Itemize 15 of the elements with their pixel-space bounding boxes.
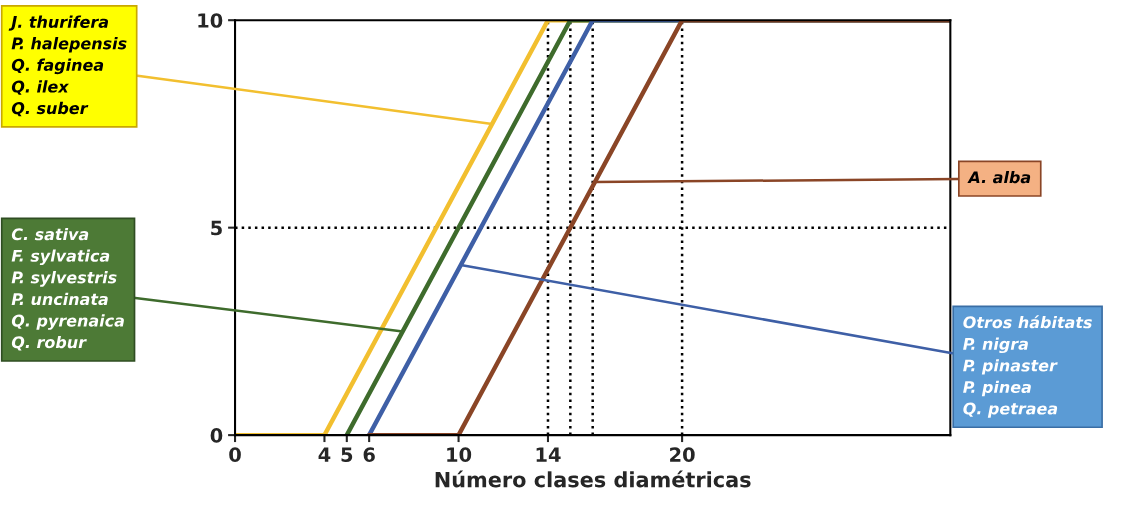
annotation: Otros hábitats P. nigra P. pinaster P. pinea Q. petraea — [963, 315, 1092, 418]
annotation: J. thurifera P. halepensis Q. faginea Q. ilex Q. suber — [8, 15, 127, 117]
x-tick-label: 5 — [341, 447, 353, 462]
annotation: A. alba — [967, 170, 1031, 184]
y-tick-label: 0 — [210, 428, 223, 443]
y-tick-label: 5 — [211, 220, 222, 236]
x-tick-label: 6 — [363, 447, 375, 462]
x-tick-label: 14 — [536, 447, 561, 462]
x-tick-label: 10 — [447, 447, 472, 462]
x-tick-label: 20 — [670, 447, 695, 462]
x-axis-title: Número clases diamétricas — [435, 470, 751, 488]
y-tick-label: 10 — [198, 13, 223, 28]
x-tick-label: 0 — [229, 447, 241, 462]
annotation: C. sativa F. sylvatica P. sylvestris P. uncinata Q. pyrenaica Q. robur — [11, 227, 124, 351]
x-tick-label: 4 — [318, 447, 331, 462]
